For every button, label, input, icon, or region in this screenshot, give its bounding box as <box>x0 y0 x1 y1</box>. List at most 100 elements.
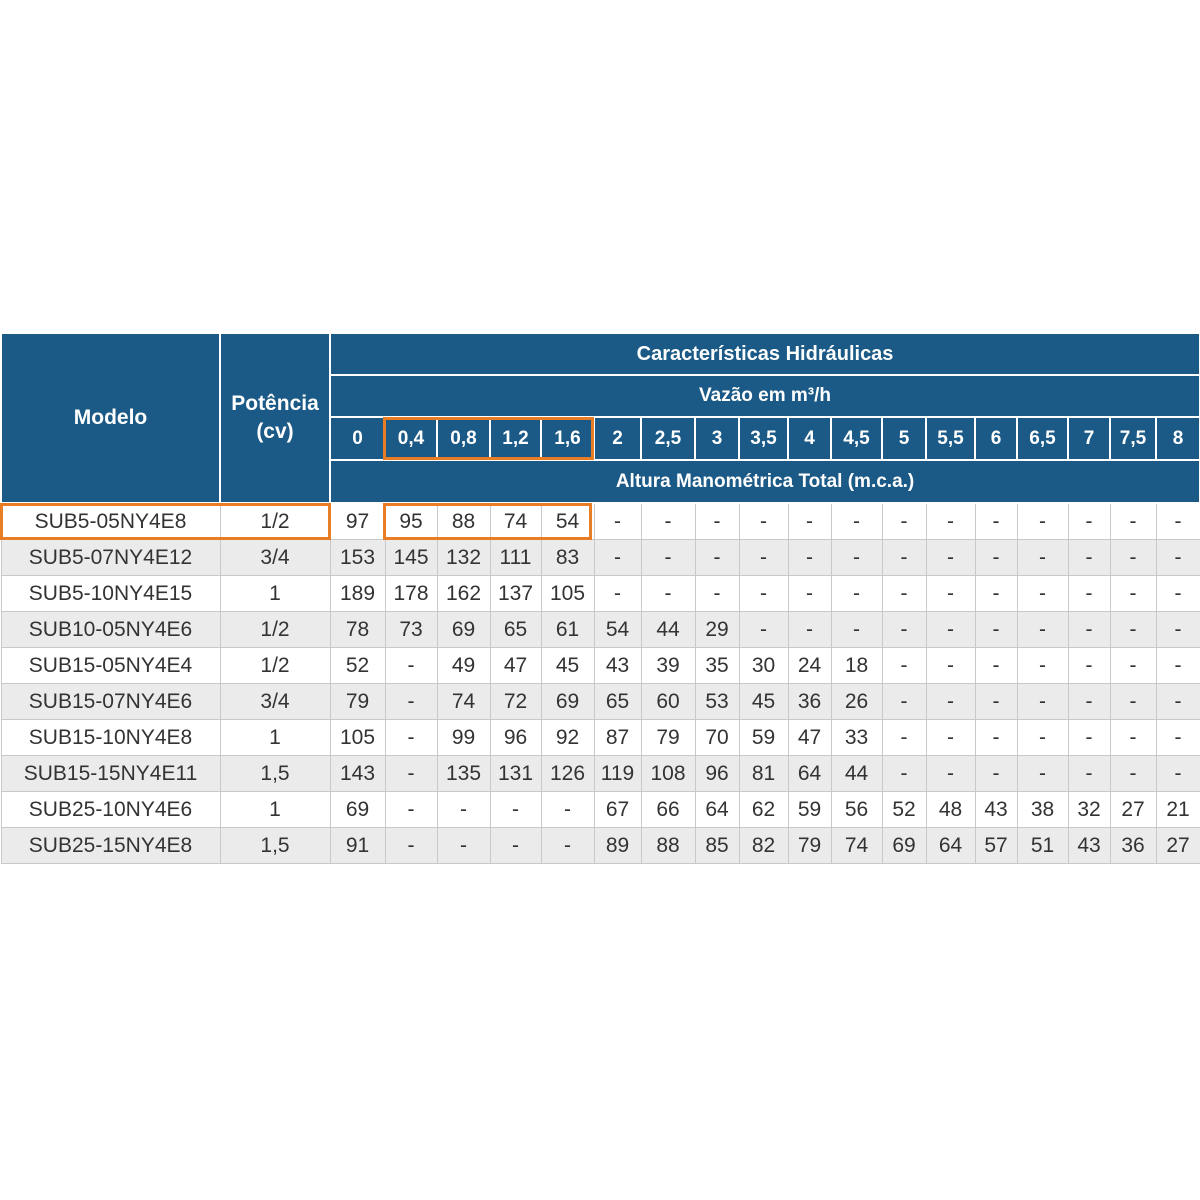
head-value-cell: 21 <box>1155 791 1200 828</box>
head-value-cell: 49 <box>436 647 491 684</box>
flow-header-cell: 6 <box>974 416 1018 461</box>
header-potencia: Potência (cv) <box>219 332 331 504</box>
head-value-cell: 137 <box>489 575 542 612</box>
table-row: SUB5-07NY4E12 3/4 153 145 132 111 83- - - - - - - - - -… <box>0 539 1200 576</box>
head-value-cell: - <box>1155 647 1200 684</box>
head-value-cell: 79 <box>329 683 386 720</box>
head-value-cell: 79 <box>640 719 696 756</box>
head-value-cell: 67 <box>593 791 642 828</box>
head-value-cell: 39 <box>640 647 696 684</box>
flow-header-cell: 5,5 <box>925 416 976 461</box>
head-value-cell: 36 <box>1109 827 1157 864</box>
flow-header-cell: 3 <box>694 416 740 461</box>
head-value-cell: 69 <box>329 791 386 828</box>
head-value-cell: - <box>1109 647 1157 684</box>
head-value-cell: 56 <box>830 791 883 828</box>
head-value-cell: - <box>384 647 438 684</box>
flow-header-cell: 2 <box>593 416 642 461</box>
head-value-cell: - <box>738 575 789 612</box>
head-value-cell: - <box>881 502 927 540</box>
head-value-cell: - <box>974 502 1018 540</box>
head-value-cell: 54 <box>593 611 642 648</box>
head-value-cell: - <box>830 502 883 540</box>
head-value-cell: 32 <box>1067 791 1111 828</box>
head-value-cell: - <box>881 719 927 756</box>
head-value-cell: - <box>640 539 696 576</box>
head-value-cell: - <box>1067 611 1111 648</box>
head-value-cell: 26 <box>830 683 883 720</box>
head-value-cell: 85 <box>694 827 740 864</box>
head-value-cell: - <box>974 647 1018 684</box>
table-row: SUB15-07NY4E6 3/4 79-74 72 69 65 60 53 45 36 26- - -… <box>0 683 1200 720</box>
head-value-cell: - <box>384 827 438 864</box>
head-value-cell: 60 <box>640 683 696 720</box>
power-cell: 1/2 <box>219 611 331 648</box>
head-value-cell: - <box>974 539 1018 576</box>
head-value-cell: - <box>925 539 976 576</box>
head-value-cell: 105 <box>540 575 595 612</box>
head-value-cell: - <box>1067 502 1111 540</box>
head-value-cell: - <box>787 575 832 612</box>
flow-header-cell: 7,5 <box>1109 416 1157 461</box>
head-value-cell: 59 <box>787 791 832 828</box>
head-value-cell: - <box>1109 502 1157 540</box>
head-value-cell: - <box>1109 575 1157 612</box>
head-value-cell: 74 <box>830 827 883 864</box>
head-value-cell: 69 <box>436 611 491 648</box>
head-value-cell: - <box>925 611 976 648</box>
head-value-cell: - <box>830 611 883 648</box>
head-value-cell: - <box>881 539 927 576</box>
head-value-cell: 51 <box>1016 827 1069 864</box>
power-cell: 3/4 <box>219 683 331 720</box>
head-value-cell: - <box>1155 575 1200 612</box>
head-value-cell: - <box>974 755 1018 792</box>
power-cell: 1/2 <box>219 502 331 540</box>
model-cell: SUB25-10NY4E6 <box>0 791 221 828</box>
head-value-cell: 108 <box>640 755 696 792</box>
head-value-cell: - <box>1109 611 1157 648</box>
head-value-cell: 38 <box>1016 791 1069 828</box>
head-value-cell: - <box>1016 683 1069 720</box>
pump-performance-table: Modelo Potência (cv) Características Hid… <box>0 332 1200 864</box>
flow-header-cell: 4 <box>787 416 832 461</box>
power-cell: 1/2 <box>219 647 331 684</box>
head-value-cell: - <box>925 719 976 756</box>
head-value-cell: - <box>1155 683 1200 720</box>
flow-header-cell: 1,2 <box>489 416 542 461</box>
head-value-cell: 44 <box>640 611 696 648</box>
head-value-cell: 82 <box>738 827 789 864</box>
head-value-cell: 45 <box>738 683 789 720</box>
head-value-cell: 126 <box>540 755 595 792</box>
head-value-cell: 88 <box>640 827 696 864</box>
model-cell: SUB5-10NY4E15 <box>0 575 221 612</box>
head-value-cell: 72 <box>489 683 542 720</box>
head-value-cell: 53 <box>694 683 740 720</box>
head-value-cell: - <box>787 539 832 576</box>
head-value-cell: - <box>881 575 927 612</box>
head-value-cell: 69 <box>540 683 595 720</box>
head-value-cell: - <box>436 827 491 864</box>
table-body: SUB5-05NY4E8 1/2 97 95 88 74 54- - - - - - - - - - - - - SU… <box>0 502 1200 864</box>
head-value-cell: - <box>1155 755 1200 792</box>
head-value-cell: - <box>1016 647 1069 684</box>
table-row: SUB5-05NY4E8 1/2 97 95 88 74 54- - - - - - - - - - - - - <box>0 502 1200 540</box>
head-value-cell: 111 <box>489 539 542 576</box>
model-cell: SUB5-07NY4E12 <box>0 539 221 576</box>
model-cell: SUB5-05NY4E8 <box>0 502 221 540</box>
head-value-cell: 33 <box>830 719 883 756</box>
flow-header-cell: 2,5 <box>640 416 696 461</box>
head-value-cell: 70 <box>694 719 740 756</box>
head-value-cell: - <box>787 502 832 540</box>
head-value-cell: - <box>974 611 1018 648</box>
head-value-cell: 47 <box>787 719 832 756</box>
flow-header-cell: 4,5 <box>830 416 883 461</box>
flow-header-cell: 0 <box>329 416 386 461</box>
head-value-cell: - <box>1155 539 1200 576</box>
head-value-cell: 95 <box>384 502 438 540</box>
flow-header-cell: 7 <box>1067 416 1111 461</box>
head-value-cell: 52 <box>329 647 386 684</box>
power-cell: 1 <box>219 719 331 756</box>
table-row: SUB15-05NY4E4 1/2 52-49 47 45 43 39 35 30 24 18- - -… <box>0 647 1200 684</box>
head-value-cell: 87 <box>593 719 642 756</box>
head-value-cell: - <box>1155 611 1200 648</box>
